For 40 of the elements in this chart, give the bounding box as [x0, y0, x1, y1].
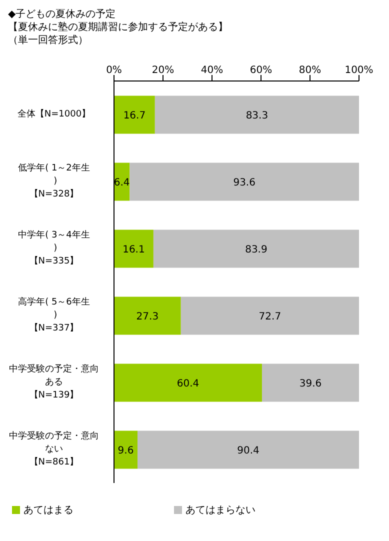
x-tick-label: 40%	[200, 65, 224, 76]
data-label: 93.6	[233, 177, 256, 188]
chart-title: ◆子どもの夏休みの予定	[8, 8, 117, 21]
y-tick-label: 全体【N=1000】	[17, 108, 91, 120]
x-tick-label: 60%	[250, 65, 272, 76]
data-label: 6.4	[114, 177, 130, 188]
bar	[153, 230, 359, 268]
y-tick-label: 中学年( 3～4年生 )【N=335】	[18, 230, 90, 267]
bar	[180, 296, 359, 335]
bar	[154, 96, 359, 134]
legend-label: あてはまる	[24, 505, 74, 516]
x-tick-label: 80%	[298, 65, 322, 76]
y-tick-label: 高学年( 5～6年生 )【N=337】	[18, 296, 90, 334]
y-tick-label: 低学年( 1～2年生 )【N=328】	[18, 162, 90, 200]
data-label: 83.3	[246, 110, 268, 122]
bar	[262, 364, 359, 402]
bar	[114, 230, 154, 268]
legend-label: あてはまらない	[186, 505, 256, 516]
x-tick-label: 20%	[152, 65, 174, 76]
chart-subtitle: 【夏休みに塾の夏期講習に参加する予定がある】	[8, 21, 229, 34]
bar	[114, 364, 262, 402]
x-tick-label: 100%	[344, 65, 374, 76]
bar	[114, 296, 181, 335]
data-label: 72.7	[258, 311, 282, 322]
y-tick-label: 中学受験の予定・意向ない【N=861】	[9, 430, 99, 468]
bar	[114, 96, 155, 134]
data-label: 60.4	[176, 378, 200, 390]
data-label: 90.4	[237, 445, 260, 456]
data-label: 39.6	[299, 378, 322, 390]
data-label: 16.7	[123, 110, 146, 122]
x-tick-label: 0%	[106, 65, 122, 76]
data-label: 27.3	[136, 311, 159, 322]
data-label: 16.1	[122, 244, 145, 256]
text: （単一回答形式）	[8, 34, 89, 47]
bar	[130, 162, 359, 201]
bar	[138, 430, 359, 469]
data-label: 83.9	[245, 244, 268, 256]
bar	[114, 430, 138, 469]
y-tick-label: 中学受験の予定・意向ある【N=139】	[9, 364, 99, 401]
data-label: 9.6	[118, 445, 134, 456]
